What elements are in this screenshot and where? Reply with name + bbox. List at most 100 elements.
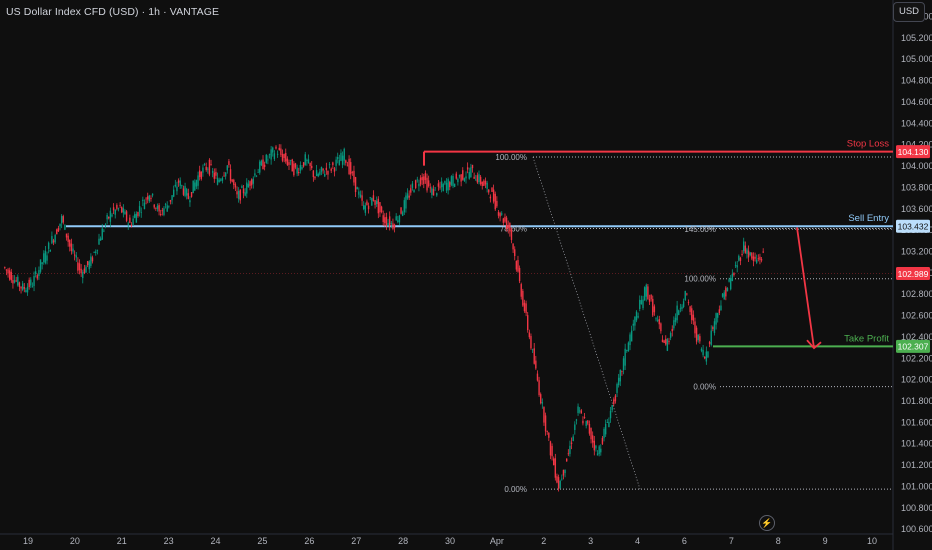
- candle-body: [691, 308, 693, 320]
- candle-body: [749, 252, 751, 256]
- candle-body: [447, 179, 449, 191]
- candle-body: [431, 188, 433, 195]
- candle-body: [510, 229, 513, 240]
- candle-body: [325, 167, 328, 171]
- candle-body: [458, 175, 461, 177]
- candle-body: [354, 177, 357, 193]
- candle-body: [43, 253, 45, 263]
- candle-body: [434, 187, 436, 189]
- candle-body: [161, 210, 164, 212]
- candle-body: [486, 182, 488, 189]
- fib-label: 100.00%: [684, 275, 716, 284]
- candle-body: [619, 369, 621, 382]
- candle-body: [288, 162, 290, 165]
- candle-body: [669, 333, 672, 338]
- y-tick-label: 103.800: [901, 182, 932, 192]
- candle-body: [463, 178, 466, 182]
- candle-body: [601, 437, 604, 444]
- candle-body: [390, 222, 393, 224]
- y-tick-label: 102.800: [901, 289, 932, 299]
- candle-body: [705, 351, 708, 362]
- candle-body: [64, 224, 66, 230]
- candle-body: [561, 478, 563, 480]
- candle-body: [574, 424, 576, 430]
- candle-body: [507, 224, 509, 229]
- candle-body: [655, 318, 657, 320]
- candle-body: [440, 181, 443, 188]
- x-tick-label: 25: [257, 536, 267, 546]
- lightning-icon[interactable]: ⚡: [759, 515, 775, 531]
- candle-body: [392, 223, 394, 229]
- candle-body: [679, 308, 682, 310]
- candle-body: [606, 422, 608, 423]
- candle-body: [127, 223, 129, 225]
- candle-body: [530, 336, 532, 349]
- x-tick-label: 24: [211, 536, 221, 546]
- x-tick-label: 27: [351, 536, 361, 546]
- candle-body: [138, 206, 141, 212]
- candle-body: [704, 356, 706, 359]
- candle-body: [241, 186, 243, 188]
- candle-body: [567, 453, 570, 455]
- candle-body: [351, 172, 354, 173]
- candle-body: [733, 272, 735, 276]
- candle-body: [759, 256, 761, 260]
- candle-body: [746, 249, 748, 254]
- candle-body: [489, 196, 492, 199]
- candle-body: [575, 419, 578, 421]
- candle-body: [757, 258, 760, 260]
- candle-body: [229, 169, 232, 181]
- candle-body: [473, 176, 475, 179]
- candle-body: [674, 317, 677, 322]
- candle-body: [182, 188, 185, 195]
- candle-body: [429, 187, 431, 189]
- candle-body: [752, 256, 755, 262]
- candle-body: [668, 341, 670, 342]
- candle-body: [413, 190, 415, 193]
- candle-body: [250, 179, 253, 186]
- candle-body: [281, 154, 284, 161]
- candle-body: [340, 152, 342, 161]
- candle-body: [760, 259, 763, 261]
- candle-body: [556, 476, 558, 483]
- candle-body: [694, 321, 696, 334]
- candle-body: [460, 174, 462, 182]
- price-tags: 104.130 103.432 102.307 102.989: [896, 145, 930, 353]
- candle-body: [687, 302, 690, 304]
- y-tick-label: 101.000: [901, 481, 932, 491]
- candle-body: [604, 423, 607, 435]
- candle-body: [124, 211, 126, 215]
- candle-body: [462, 170, 464, 180]
- candle-body: [520, 284, 522, 297]
- y-tick-label: 104.800: [901, 76, 932, 86]
- candle-body: [684, 290, 686, 301]
- candle-body: [147, 196, 149, 200]
- candle-body: [739, 257, 742, 261]
- candle-body: [273, 153, 276, 160]
- candle-body: [718, 309, 721, 313]
- candle-body: [541, 402, 544, 404]
- candle-body: [268, 154, 271, 155]
- candle-body: [361, 195, 363, 201]
- candle-body: [285, 152, 287, 162]
- candle-body: [444, 181, 446, 184]
- candle-body: [499, 213, 501, 217]
- time-axis[interactable]: 19 20 21 23 24 25 26 27 28 30 Apr 2 3 4 6 7 8 9 10: [23, 536, 877, 546]
- candle-body: [484, 180, 487, 185]
- currency-button[interactable]: USD: [893, 2, 925, 22]
- candle-body: [200, 171, 203, 179]
- candle-body: [476, 175, 479, 183]
- candle-body: [296, 167, 298, 174]
- candle-body: [130, 224, 133, 227]
- candle-body: [452, 175, 454, 187]
- x-tick-label: Apr: [490, 536, 504, 546]
- candle-body: [31, 286, 34, 288]
- candle-body: [353, 170, 355, 183]
- candle-body: [5, 269, 8, 271]
- candle-body: [593, 440, 595, 451]
- level-price-tag: 104.130: [898, 147, 929, 157]
- candle-body: [345, 160, 347, 163]
- plot-area: [0, 0, 893, 534]
- candle-body: [179, 180, 181, 186]
